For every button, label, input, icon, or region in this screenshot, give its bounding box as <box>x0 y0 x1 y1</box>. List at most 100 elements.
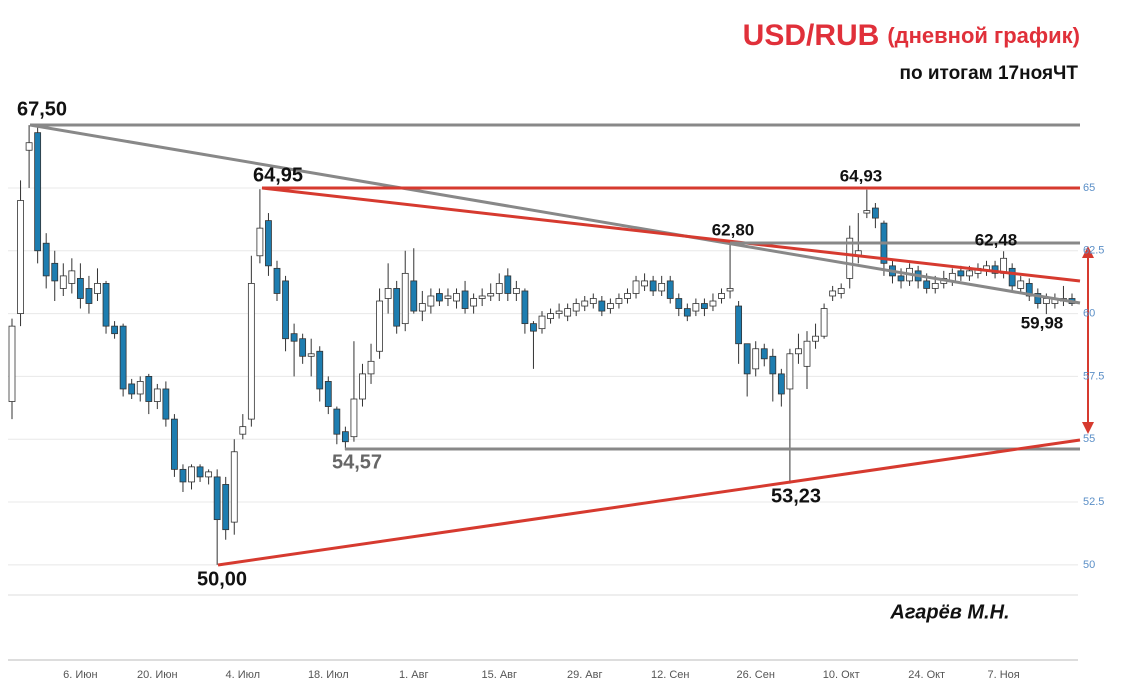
candle-body <box>350 398 358 438</box>
trend-line <box>261 186 1081 283</box>
candle-body <box>34 132 42 252</box>
annotation: 53,23 <box>771 485 821 507</box>
candle-body <box>299 338 307 357</box>
candle-body <box>153 388 161 402</box>
x-tick-label: 24. Окт <box>908 669 945 681</box>
candle-body <box>230 451 238 523</box>
candle-body <box>196 466 204 478</box>
candle-body <box>641 280 648 287</box>
candle-body <box>923 280 931 289</box>
candle-body <box>102 283 110 327</box>
trend-line <box>29 123 1081 305</box>
candle-body <box>119 325 127 390</box>
annotation: 62,80 <box>712 220 755 239</box>
candle-body <box>1008 267 1016 287</box>
candle-body <box>675 298 683 309</box>
y-tick-label: 62.5 <box>1083 245 1104 257</box>
candle-body <box>931 283 939 289</box>
candle-body <box>718 293 725 299</box>
candle-body <box>777 373 785 395</box>
candle-body <box>547 313 554 320</box>
candle-body <box>341 431 349 443</box>
candle-body <box>171 418 178 470</box>
candle-body <box>401 272 409 325</box>
candle-body <box>1034 293 1042 304</box>
candle-body <box>393 288 401 327</box>
chart-title-suffix: (дневной график) <box>887 23 1080 48</box>
candle-body <box>8 325 16 402</box>
y-tick-label: 52.5 <box>1083 496 1104 508</box>
candle-body <box>786 353 794 390</box>
candle-body <box>555 310 563 314</box>
x-tick-label: 7. Ноя <box>987 669 1019 681</box>
candle-body <box>632 280 640 294</box>
candle-body <box>572 303 580 312</box>
candle-body <box>188 466 195 483</box>
candle-body <box>470 298 478 307</box>
candle-body <box>795 348 802 355</box>
candle-body <box>410 280 418 312</box>
candle-body <box>418 303 426 312</box>
annotation: 59,98 <box>1021 313 1064 332</box>
candle-body <box>1025 283 1033 297</box>
grid <box>8 187 1078 566</box>
candle-body <box>812 335 819 342</box>
candle-body <box>564 308 572 317</box>
candle-body <box>521 290 529 325</box>
candle-body <box>666 280 674 299</box>
candle-body <box>829 290 837 297</box>
y-tick-label: 57.5 <box>1083 370 1104 382</box>
x-tick-label: 18. Июл <box>308 669 349 681</box>
candle-body <box>68 270 76 284</box>
candle-body <box>333 408 341 435</box>
candle-body <box>769 355 777 375</box>
candle-body <box>453 293 460 302</box>
candle-body <box>581 300 589 307</box>
title-group: USD/RUB (дневной график) <box>743 19 1080 52</box>
candle-body <box>307 353 315 357</box>
y-tick-label: 55 <box>1083 433 1095 445</box>
x-axis: 6. Июн 20. Июн 4. Июл 18. Июл 1. Авг 15. Авг 2… <box>63 669 1020 681</box>
candle-body <box>59 275 67 289</box>
candle-body <box>846 237 854 279</box>
candle-body <box>42 242 50 277</box>
candle-body <box>51 262 59 282</box>
x-tick-label: 26. Сен <box>736 669 774 681</box>
candle-body <box>1042 298 1050 304</box>
candle-body <box>735 305 743 345</box>
candle-body <box>273 267 281 294</box>
x-tick-label: 6. Июн <box>63 669 97 681</box>
annotation: 64,95 <box>253 164 303 186</box>
candle-body <box>837 288 845 294</box>
candle-body <box>282 280 289 340</box>
candle-body <box>213 476 221 521</box>
candle-body <box>359 373 366 400</box>
candle-body <box>25 142 33 151</box>
candle-body <box>752 348 760 370</box>
candle-body <box>222 484 230 531</box>
trend-line <box>217 438 1081 567</box>
annotation: 67,50 <box>17 98 67 120</box>
candle-body <box>265 220 272 267</box>
candle-body <box>256 227 264 257</box>
candle-body <box>1017 280 1025 289</box>
candle-body <box>17 200 24 314</box>
candle-body <box>820 308 828 337</box>
candle-body <box>85 288 93 304</box>
candle-body <box>606 303 614 309</box>
candle-body <box>649 280 657 292</box>
trend-lines <box>29 123 1094 567</box>
candle-body <box>538 315 546 330</box>
candle-body <box>162 388 170 420</box>
candle-body <box>504 275 512 294</box>
candle-body <box>598 300 606 312</box>
candle-body <box>589 298 597 304</box>
candle-body <box>897 275 905 282</box>
candle-body <box>495 283 503 294</box>
candle-body <box>658 283 666 292</box>
candle-body <box>530 323 537 332</box>
candle-body <box>128 383 136 395</box>
candle-body <box>692 303 700 312</box>
x-tick-label: 29. Авг <box>567 669 603 681</box>
